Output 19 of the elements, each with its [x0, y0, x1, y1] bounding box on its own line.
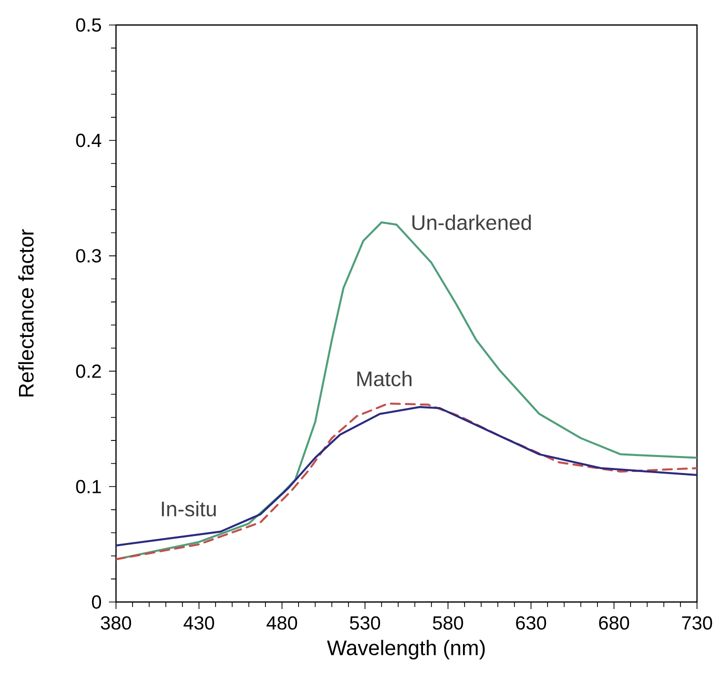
- x-tick-label: 730: [682, 616, 712, 630]
- y-tick-label: 0.3: [76, 249, 101, 263]
- x-tick-label: 380: [100, 616, 132, 630]
- y-tick-label: 0.2: [76, 364, 101, 378]
- x-tick-label: 680: [599, 616, 630, 630]
- x-axis-title: Wavelength (nm): [327, 640, 485, 660]
- x-tick-label: 530: [350, 616, 380, 630]
- y-tick-label: 0: [92, 595, 102, 609]
- y-tick-label: 0.1: [76, 480, 101, 494]
- x-tick-label: 630: [516, 616, 546, 630]
- x-tick-label: 430: [184, 616, 214, 630]
- series-label: Un-darkened: [412, 214, 531, 230]
- x-tick-label: 580: [432, 616, 464, 630]
- series-label: Match: [357, 370, 412, 386]
- y-tick-label: 0.4: [76, 134, 102, 148]
- y-tick-label: 0.5: [76, 18, 102, 32]
- y-axis-title: Reflectance factor: [18, 229, 34, 396]
- x-tick-label: 480: [266, 616, 298, 630]
- series-label: In-situ: [162, 500, 216, 516]
